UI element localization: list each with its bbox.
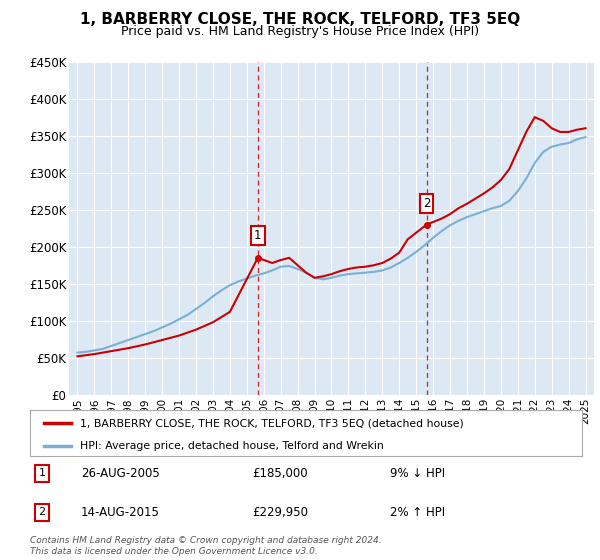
Text: 1, BARBERRY CLOSE, THE ROCK, TELFORD, TF3 5EQ: 1, BARBERRY CLOSE, THE ROCK, TELFORD, TF…: [80, 12, 520, 27]
Text: 2: 2: [38, 507, 46, 517]
Text: 14-AUG-2015: 14-AUG-2015: [81, 506, 160, 519]
Text: £185,000: £185,000: [252, 466, 308, 480]
Text: 2% ↑ HPI: 2% ↑ HPI: [390, 506, 445, 519]
Text: HPI: Average price, detached house, Telford and Wrekin: HPI: Average price, detached house, Telf…: [80, 441, 383, 451]
Text: 2: 2: [423, 197, 430, 211]
Text: 9% ↓ HPI: 9% ↓ HPI: [390, 466, 445, 480]
Text: Contains HM Land Registry data © Crown copyright and database right 2024.
This d: Contains HM Land Registry data © Crown c…: [30, 536, 382, 556]
Text: 26-AUG-2005: 26-AUG-2005: [81, 466, 160, 480]
Text: 1: 1: [254, 229, 262, 242]
Text: 1, BARBERRY CLOSE, THE ROCK, TELFORD, TF3 5EQ (detached house): 1, BARBERRY CLOSE, THE ROCK, TELFORD, TF…: [80, 418, 463, 428]
Text: £229,950: £229,950: [252, 506, 308, 519]
Text: Price paid vs. HM Land Registry's House Price Index (HPI): Price paid vs. HM Land Registry's House …: [121, 25, 479, 38]
Text: 1: 1: [38, 468, 46, 478]
